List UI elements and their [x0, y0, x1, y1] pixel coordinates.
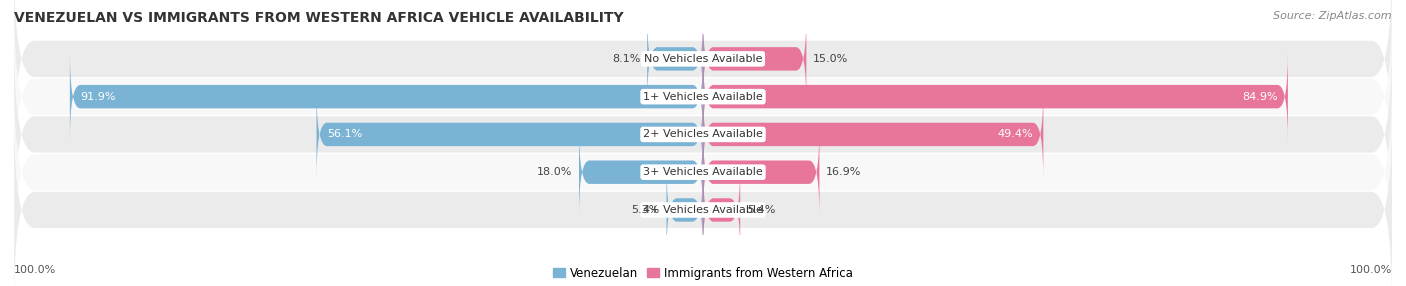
FancyBboxPatch shape [666, 165, 703, 255]
FancyBboxPatch shape [703, 90, 1043, 179]
Text: 15.0%: 15.0% [813, 54, 848, 64]
Text: Source: ZipAtlas.com: Source: ZipAtlas.com [1274, 11, 1392, 21]
Text: 16.9%: 16.9% [827, 167, 862, 177]
FancyBboxPatch shape [703, 14, 807, 104]
FancyBboxPatch shape [14, 39, 1392, 230]
Text: 100.0%: 100.0% [1350, 265, 1392, 275]
FancyBboxPatch shape [647, 14, 703, 104]
FancyBboxPatch shape [14, 115, 1392, 286]
Text: 4+ Vehicles Available: 4+ Vehicles Available [643, 205, 763, 215]
FancyBboxPatch shape [70, 52, 703, 142]
Text: 56.1%: 56.1% [326, 130, 363, 139]
Text: 2+ Vehicles Available: 2+ Vehicles Available [643, 130, 763, 139]
Text: 5.4%: 5.4% [747, 205, 776, 215]
FancyBboxPatch shape [14, 77, 1392, 267]
FancyBboxPatch shape [703, 127, 820, 217]
FancyBboxPatch shape [703, 52, 1288, 142]
Legend: Venezuelan, Immigrants from Western Africa: Venezuelan, Immigrants from Western Afri… [548, 262, 858, 285]
Text: 100.0%: 100.0% [14, 265, 56, 275]
Text: 91.9%: 91.9% [80, 92, 115, 102]
Text: VENEZUELAN VS IMMIGRANTS FROM WESTERN AFRICA VEHICLE AVAILABILITY: VENEZUELAN VS IMMIGRANTS FROM WESTERN AF… [14, 11, 624, 25]
FancyBboxPatch shape [14, 1, 1392, 192]
Text: 84.9%: 84.9% [1241, 92, 1278, 102]
Text: 8.1%: 8.1% [612, 54, 640, 64]
Text: 18.0%: 18.0% [537, 167, 572, 177]
Text: 49.4%: 49.4% [997, 130, 1033, 139]
FancyBboxPatch shape [579, 127, 703, 217]
Text: 3+ Vehicles Available: 3+ Vehicles Available [643, 167, 763, 177]
FancyBboxPatch shape [316, 90, 703, 179]
Text: 1+ Vehicles Available: 1+ Vehicles Available [643, 92, 763, 102]
FancyBboxPatch shape [703, 165, 740, 255]
Text: No Vehicles Available: No Vehicles Available [644, 54, 762, 64]
FancyBboxPatch shape [14, 0, 1392, 154]
Text: 5.3%: 5.3% [631, 205, 659, 215]
